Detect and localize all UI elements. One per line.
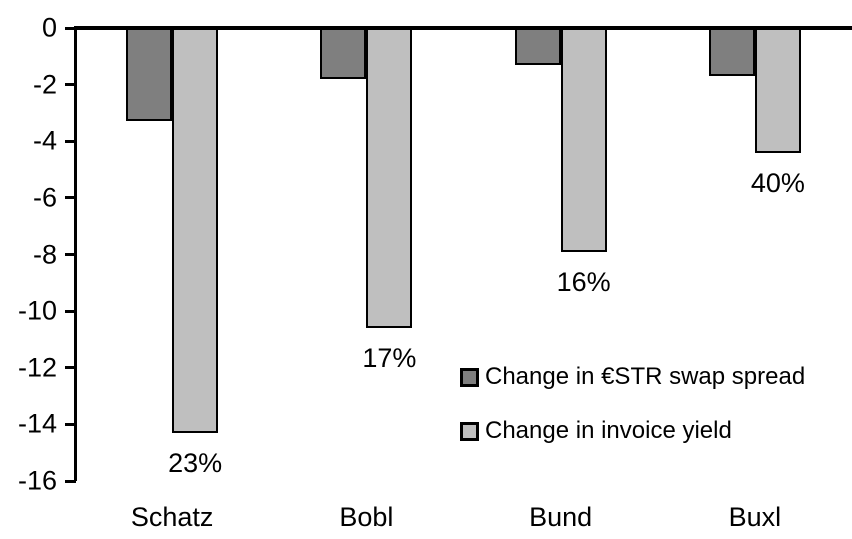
data-label-bobl: 17%	[362, 343, 417, 374]
legend-item-estr-swap-spread: Change in €STR swap spread	[460, 363, 805, 391]
y-tick-label: -8	[32, 239, 57, 269]
legend-swatch-invoice-icon	[460, 421, 479, 441]
data-label-bund: 16%	[556, 266, 611, 297]
y-tick-mark	[65, 309, 76, 313]
y-tick-mark	[65, 366, 76, 370]
y-tick-mark	[65, 196, 76, 200]
bar-estr-swap-spread-bobl	[320, 28, 367, 79]
data-label-buxl: 40%	[750, 167, 805, 198]
y-tick-label: -16	[17, 465, 57, 496]
y-tick-label: -4	[32, 125, 57, 156]
data-label-schatz: 23%	[168, 447, 223, 478]
category-label-bund: Bund	[529, 502, 593, 532]
y-tick-label: 0	[41, 12, 57, 43]
category-label-bobl: Bobl	[339, 502, 394, 532]
y-tick-label: -6	[32, 182, 57, 213]
y-tick-mark	[65, 253, 76, 256]
bar-estr-swap-spread-schatz	[126, 28, 173, 122]
y-tick-label: -12	[17, 352, 57, 383]
legend-label-invoice: Change in invoice yield	[485, 417, 732, 444]
category-label-schatz: Schatz	[130, 502, 214, 532]
y-tick-label: -14	[17, 408, 57, 439]
y-tick-mark	[65, 83, 76, 87]
y-tick-mark	[65, 422, 76, 426]
legend-label-estr: Change in €STR swap spread	[485, 363, 806, 390]
bar-invoice-yield-bund	[560, 28, 607, 252]
y-tick-label: -10	[17, 295, 57, 326]
y-tick-mark	[65, 479, 76, 483]
category-label-buxl: Buxl	[728, 502, 782, 532]
bar-invoice-yield-bobl	[366, 28, 413, 329]
y-tick-mark	[65, 26, 76, 30]
y-tick-mark	[65, 139, 76, 143]
y-tick-label: -2	[32, 69, 57, 100]
bar-estr-swap-spread-bund	[514, 28, 561, 65]
bar-invoice-yield-buxl	[754, 28, 801, 153]
legend-swatch-estr-icon	[460, 367, 479, 387]
bar-invoice-yield-schatz	[172, 28, 219, 433]
zero-baseline	[73, 26, 852, 30]
bar-estr-swap-spread-buxl	[708, 28, 755, 77]
chart-legend: Change in €STR swap spread Change in inv…	[460, 363, 805, 445]
legend-item-invoice-yield: Change in invoice yield	[460, 417, 805, 445]
